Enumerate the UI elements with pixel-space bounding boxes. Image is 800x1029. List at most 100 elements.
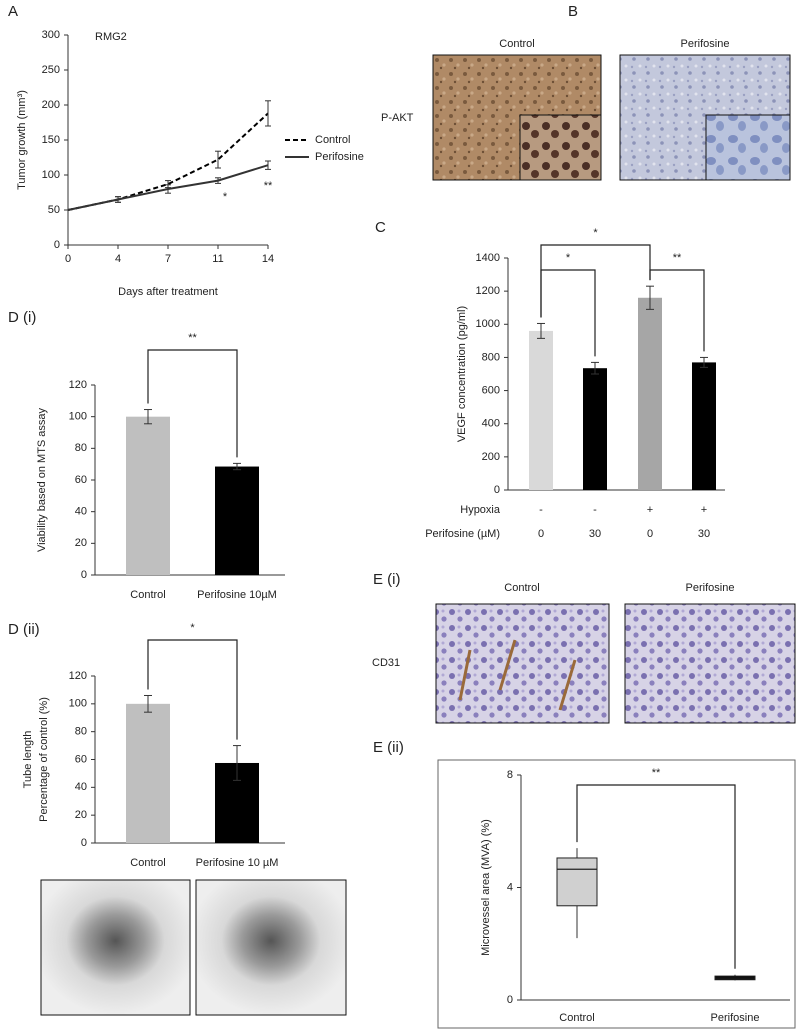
y-tick-label: 0 [54,239,60,251]
y-tick-label: 60 [75,753,87,765]
panel-label: E (i) [373,571,401,588]
significance-bracket [576,784,736,969]
x-tick-label: Control [130,857,165,869]
y-tick-label: 8 [507,769,513,781]
x-tick-label: 0 [538,528,544,540]
micrograph-inset [519,114,602,181]
y-tick-label: 20 [75,537,87,549]
significance-label: * [566,252,571,264]
y-tick-label: 120 [69,670,87,682]
significance-label: ** [652,767,661,779]
box [556,857,598,907]
y-tick-label: 150 [42,134,60,146]
y-tick-label: 100 [69,698,87,710]
panel-frame [437,759,796,1029]
panel-label: E (ii) [373,739,404,756]
series-line [67,112,269,211]
column-label: Perifosine [681,38,730,50]
x-tick-label: 11 [212,253,223,265]
y-axis-label: Tube length [22,731,34,789]
x-tick-label: - [593,504,597,516]
bar [126,416,170,575]
significance-label: * [223,191,228,203]
x-tick-label: 7 [165,253,171,265]
tube-photo [195,879,347,1016]
legend-label: Perifosine [315,151,364,163]
y-tick-label: 400 [482,418,500,430]
y-tick-label: 1400 [476,252,500,264]
row-label: Hypoxia [460,504,501,516]
x-tick-label: 14 [262,253,274,265]
y-tick-label: 100 [42,169,60,181]
panel-label: D (i) [8,309,36,326]
significance-label: ** [188,332,197,344]
row-label: Perifosine (µM) [425,528,500,540]
x-tick-label: 4 [115,253,121,265]
y-axis-label: Viability based on MTS assay [36,407,48,552]
y-tick-label: 0 [81,569,87,581]
bar [583,368,607,490]
y-tick-label: 100 [69,411,87,423]
row-label: P-AKT [381,112,414,124]
micrograph-inset [705,114,791,181]
significance-bracket [147,639,238,740]
y-tick-label: 0 [81,837,87,849]
panel-label: C [375,219,386,236]
y-tick-label: 50 [48,204,60,216]
y-tick-label: 120 [69,379,87,391]
y-axis-label: Percentage of control (%) [38,697,50,822]
y-tick-label: 300 [42,29,60,41]
x-tick-label: - [539,504,543,516]
y-tick-label: 200 [482,451,500,463]
chart-title: RMG2 [95,31,127,43]
y-tick-label: 200 [42,99,60,111]
x-axis-label: Days after treatment [118,286,218,298]
x-tick-label: 30 [698,528,710,540]
y-axis-label: VEGF concentration (pg/ml) [456,306,468,442]
y-tick-label: 20 [75,809,87,821]
panel-label: D (ii) [8,621,40,638]
y-tick-label: 600 [482,384,500,396]
column-label: Perifosine [686,582,735,594]
vessel-stain [458,639,577,711]
y-axis-label: Microvessel area (MVA) (%) [480,819,492,956]
tube-photo [40,879,191,1016]
y-tick-label: 800 [482,351,500,363]
x-tick-label: Perifosine 10µM [197,589,277,601]
significance-label: * [190,622,195,634]
y-axis-label: Tumor growth (mm³) [16,90,28,190]
y-tick-label: 1200 [476,285,500,297]
column-label: Control [504,582,539,594]
x-tick-label: 30 [589,528,601,540]
bar [215,466,259,575]
y-tick-label: 80 [75,442,87,454]
bar [692,362,716,490]
x-tick-label: Control [130,589,165,601]
significance-label: ** [673,252,682,264]
panel-label: A [8,3,18,20]
y-tick-label: 80 [75,726,87,738]
bar [529,330,553,490]
y-tick-label: 4 [507,881,513,893]
significance-bracket [147,349,238,458]
bar [126,703,170,843]
row-label: CD31 [372,657,400,669]
x-tick-label: 0 [65,253,71,265]
bar [638,297,662,490]
x-tick-label: + [647,504,653,516]
y-tick-label: 0 [494,484,500,496]
y-tick-label: 60 [75,474,87,486]
y-tick-label: 40 [75,781,87,793]
significance-label: ** [264,180,273,192]
y-tick-label: 0 [507,994,513,1006]
y-tick-label: 40 [75,506,87,518]
micrograph [435,603,610,724]
column-label: Control [499,38,534,50]
x-tick-label: Perifosine 10 µM [196,857,279,869]
x-tick-label: + [701,504,707,516]
y-tick-label: 1000 [476,318,500,330]
x-tick-label: 0 [647,528,653,540]
x-tick-label: Perifosine [711,1012,760,1024]
significance-bracket [540,244,651,318]
